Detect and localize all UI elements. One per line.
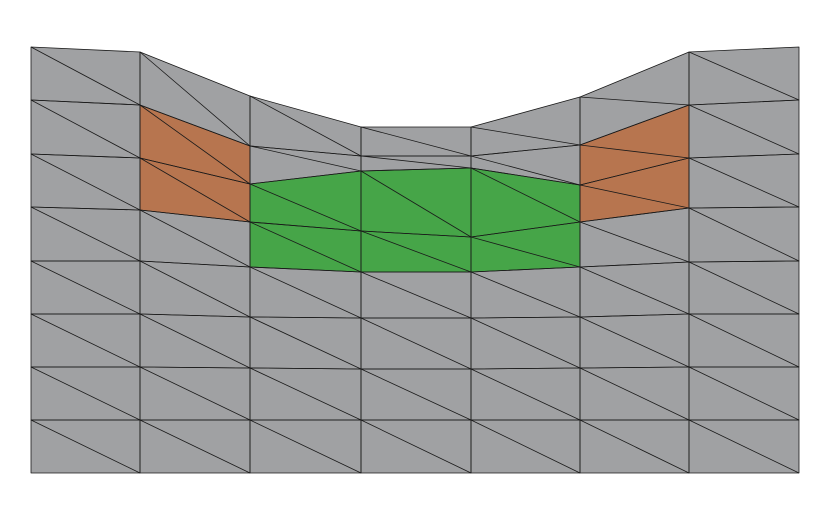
mesh-diagonal-edge xyxy=(139,209,251,268)
mesh-diagonal-edge xyxy=(470,155,581,186)
mesh-diagonal-edge xyxy=(30,99,141,159)
mesh-diagonal-edge xyxy=(139,366,251,421)
mesh-diagonal-edge xyxy=(30,419,141,474)
orange-region-right-cell xyxy=(580,158,689,222)
mesh-diagonal-edge xyxy=(249,221,362,273)
mesh-diagonal-edge xyxy=(30,153,141,211)
mesh-diagonal-edge xyxy=(579,144,690,159)
mesh-diagonal-edge xyxy=(139,260,251,318)
mesh-diagonal-edge xyxy=(249,367,362,421)
mesh-diagonal-edge xyxy=(249,95,362,157)
mesh-diagonal-edge xyxy=(688,207,800,262)
mesh-diagonal-edge xyxy=(470,317,581,369)
green-region-cell xyxy=(471,168,580,237)
mesh-cell xyxy=(689,100,799,158)
mesh-cell xyxy=(580,262,689,317)
mesh-diagonal-edge xyxy=(360,230,472,273)
mesh-diagonal-edge xyxy=(30,366,141,421)
mesh-diagonal-edge xyxy=(249,145,362,172)
mesh-diagonal-edge xyxy=(30,46,141,106)
mesh-cell xyxy=(250,146,361,184)
mesh-diagonal-edge xyxy=(579,96,690,106)
mesh-edges xyxy=(30,46,800,474)
mesh-diagonal-edge xyxy=(688,51,800,101)
mesh-diagonal-edge xyxy=(688,157,800,208)
mesh-cell xyxy=(471,267,580,318)
mesh-diagonal-edge xyxy=(139,51,251,147)
mesh-diagonal-edge xyxy=(360,317,472,370)
mesh-diagonal-edge xyxy=(470,126,581,146)
mesh-diagonal-edge xyxy=(30,260,141,315)
mesh-diagonal-edge xyxy=(470,167,581,223)
mesh-diagonal-edge xyxy=(139,313,251,369)
mesh-diagonal-edge xyxy=(360,170,472,238)
mesh-diagonal-edge xyxy=(688,261,800,315)
mesh-diagonal-edge xyxy=(470,271,581,318)
mesh-diagonal-edge xyxy=(139,157,251,223)
mesh-diagonal-edge xyxy=(249,183,362,232)
mesh-diagonal-edge xyxy=(579,367,690,421)
mesh-diagonal-edge xyxy=(688,104,800,155)
mesh-diagonal-edge xyxy=(139,419,251,474)
mesh-diagonal-edge xyxy=(30,206,141,262)
mesh-diagonal-edge xyxy=(579,266,690,315)
mesh-diagonal-edge xyxy=(579,316,690,368)
mesh-cell xyxy=(471,145,580,185)
mesh-diagonal-edge xyxy=(139,104,251,185)
mesh-diagonal-edge xyxy=(360,419,472,474)
orange-region-right-cell xyxy=(580,105,689,185)
mesh-diagonal-edge xyxy=(688,419,800,474)
mesh-cell xyxy=(471,97,580,156)
mesh-diagonal-edge xyxy=(579,221,690,263)
mesh-diagonal-edge xyxy=(688,366,800,421)
mesh-diagonal-edge xyxy=(360,368,472,421)
mesh-cell xyxy=(361,156,471,171)
mesh-diagonal-edge xyxy=(249,266,362,319)
green-region-cell xyxy=(250,171,361,231)
mesh-diagonal-edge xyxy=(360,126,472,157)
mesh-diagonal-edge xyxy=(360,155,472,169)
mesh-diagonal-edge xyxy=(470,419,581,474)
mesh-diagonal-edge xyxy=(470,368,581,421)
mesh-cell xyxy=(580,52,689,145)
mesh-diagonal-edge xyxy=(249,419,362,474)
mesh-diagonal-edge xyxy=(470,236,581,268)
mesh-diagonal-edge xyxy=(360,271,472,319)
mesh-diagonal-edge xyxy=(579,184,690,209)
mesh-diagonal-edge xyxy=(688,313,800,368)
mesh-diagonal-edge xyxy=(249,316,362,370)
mesh-diagonal-edge xyxy=(30,313,141,368)
green-region-cell xyxy=(361,168,471,237)
mesh-diagonal-edge xyxy=(579,419,690,474)
